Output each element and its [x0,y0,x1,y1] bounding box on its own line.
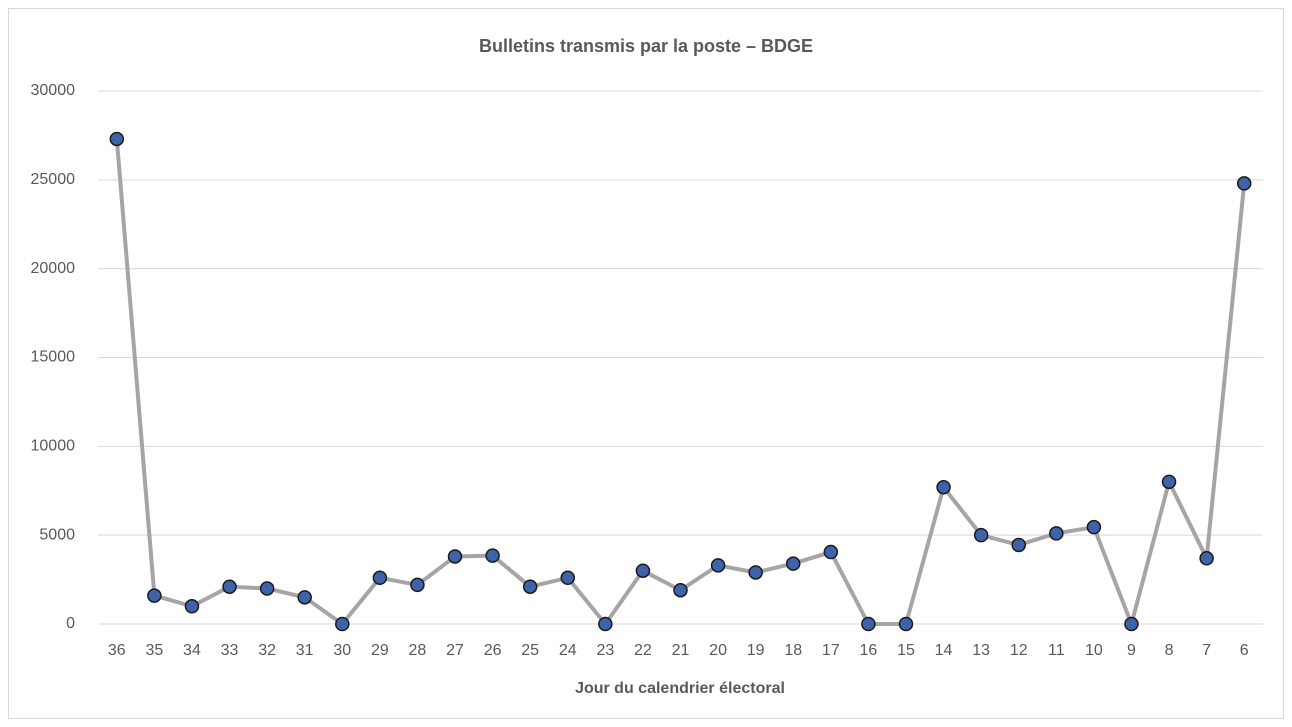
x-tick-label: 12 [1010,642,1028,659]
x-tick-label: 22 [634,642,652,659]
point [1086,519,1102,535]
x-tick-label: 21 [672,642,690,659]
x-tick-label: 29 [371,642,389,659]
point [898,616,914,632]
x-tick-label: 25 [521,642,539,659]
x-tick-label: 26 [484,642,502,659]
x-tick-label: 17 [822,642,840,659]
point [861,616,876,632]
point [372,570,388,586]
point [222,579,237,594]
point [522,579,538,594]
x-tick-label: 8 [1165,642,1174,659]
point [635,563,651,578]
point [485,548,500,563]
x-tick-label: 6 [1240,642,1249,659]
x-tick-label: 16 [860,642,878,659]
y-tick-label: 0 [66,615,75,632]
point [1236,176,1252,191]
y-tick-label: 20000 [31,260,76,277]
x-tick-label: 31 [296,642,314,659]
x-tick-label: 10 [1085,642,1103,659]
point [710,558,726,573]
x-tick-label: 28 [409,642,427,659]
x-tick-label: 30 [333,642,351,659]
x-tick-label: 36 [108,642,126,659]
chart-title: Bulletins transmis par la poste – BDGE [479,36,813,56]
point [259,581,275,596]
x-tick-label: 35 [145,642,163,659]
x-tick-label: 11 [1048,642,1065,659]
point [147,588,162,603]
x-tick-label: 33 [221,642,239,659]
point [1161,474,1177,490]
x-tick-label: 19 [747,642,765,659]
point [1124,616,1139,632]
point [335,616,350,632]
y-tick-label: 10000 [31,438,76,455]
x-tick-label: 32 [258,642,276,659]
point [560,570,576,586]
x-tick-label: 24 [559,642,577,659]
point [1199,551,1214,566]
point [184,598,200,614]
y-tick-label: 15000 [31,349,76,366]
x-tick-label: 9 [1127,642,1136,659]
point [447,549,463,564]
point [936,479,951,495]
y-tick-label: 30000 [31,82,76,99]
point [1011,537,1026,553]
x-tick-label: 14 [935,642,953,659]
x-tick-label: 20 [709,642,727,659]
point [1049,526,1064,541]
point [673,582,688,598]
x-tick-label: 18 [784,642,802,659]
point [109,131,125,147]
point [823,544,839,560]
point [785,556,801,571]
y-tick-label: 5000 [39,526,75,543]
x-tick-label: 34 [183,642,201,659]
x-tick-label: 23 [596,642,614,659]
y-tick-label: 25000 [31,171,76,188]
point [598,616,613,632]
chart-frame [8,8,1284,719]
x-tick-label: 7 [1202,642,1211,659]
x-tick-label: 27 [446,642,464,659]
x-tick-label: 13 [972,642,990,659]
point [410,577,425,593]
x-tick-label: 15 [897,642,915,659]
x-axis-label: Jour du calendrier électoral [575,680,785,697]
point [297,590,312,605]
point [973,527,989,543]
point [748,565,763,580]
